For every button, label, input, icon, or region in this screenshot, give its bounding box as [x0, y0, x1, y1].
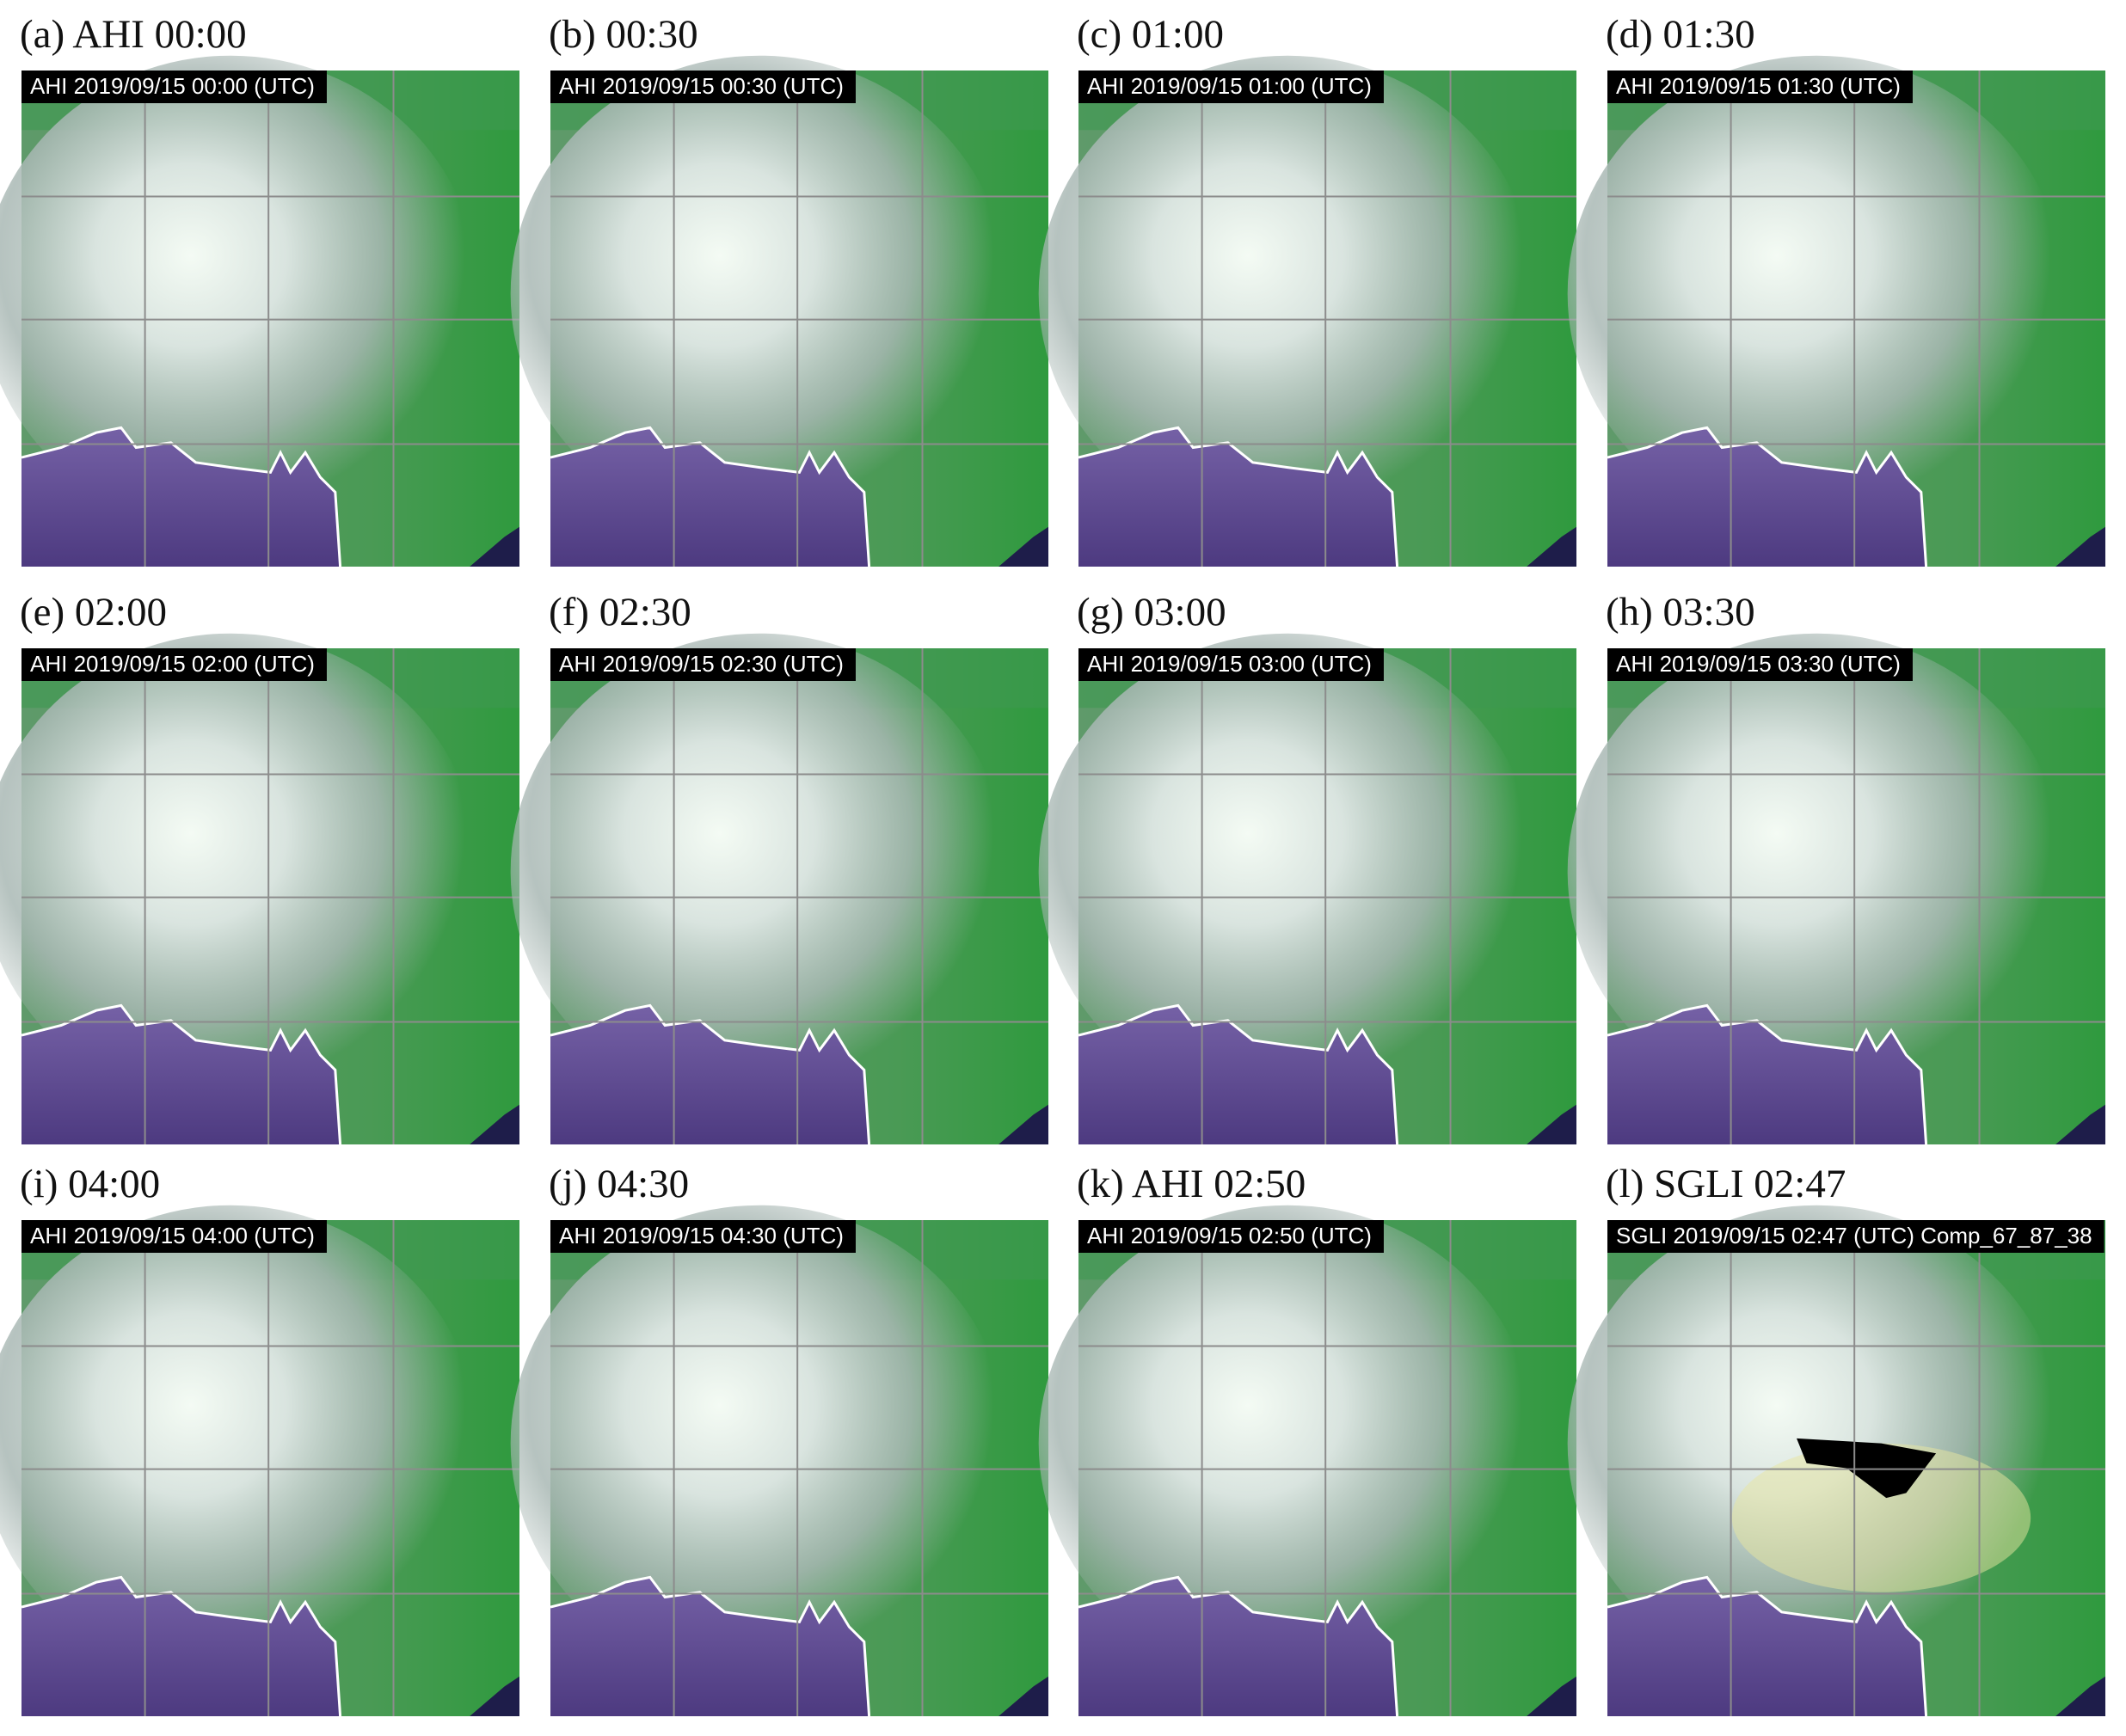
coastline	[1078, 426, 1399, 567]
satellite-image: AHI 2019/09/15 03:00 (UTC)	[1038, 633, 1576, 1145]
deep-sea	[470, 1676, 519, 1716]
deep-sea	[1527, 1104, 1576, 1144]
satellite-image: SGLI 2019/09/15 02:47 (UTC) Comp_67_87_3…	[1567, 1205, 2105, 1717]
panel-label: (i) 04:00	[20, 1162, 160, 1206]
satellite-image: AHI 2019/09/15 01:00 (UTC)	[1038, 55, 1576, 567]
panel-label: (d) 01:30	[1606, 12, 1755, 57]
caption-bar	[550, 648, 856, 681]
sea	[550, 1577, 869, 1716]
caption-bar	[1078, 648, 1384, 681]
caption-bar	[1607, 1220, 2104, 1253]
cloud	[510, 55, 1009, 532]
caption: SGLI 2019/09/15 02:47 (UTC) Comp_67_87_3…	[1616, 1223, 2092, 1248]
deep-sea	[1527, 1676, 1576, 1716]
caption-bar	[1607, 71, 1913, 103]
deep-sea	[2055, 526, 2105, 567]
haze	[1731, 1443, 2031, 1592]
sea	[1078, 427, 1398, 567]
deep-sea	[470, 526, 519, 567]
coastline	[21, 426, 342, 567]
coastline	[1078, 1575, 1399, 1717]
panel-label: (e) 02:00	[20, 590, 167, 635]
sea	[550, 1005, 869, 1144]
panel-label: (f) 02:30	[549, 590, 691, 635]
panel-label: (g) 03:00	[1077, 590, 1226, 635]
satellite-image: AHI 2019/09/15 00:30 (UTC)	[510, 55, 1048, 567]
deep-sea	[998, 526, 1048, 567]
cloud	[510, 633, 1009, 1110]
mask	[1797, 1438, 1937, 1499]
sea	[1078, 1577, 1398, 1716]
caption-bar	[22, 1220, 327, 1253]
coastline	[1607, 1003, 1928, 1145]
coastline	[550, 1575, 871, 1717]
cloud	[1038, 55, 1537, 532]
sea	[22, 1005, 341, 1144]
caption: AHI 2019/09/15 01:00 (UTC)	[1087, 73, 1372, 99]
coastline	[550, 426, 871, 567]
caption: AHI 2019/09/15 04:30 (UTC)	[559, 1223, 844, 1248]
caption: AHI 2019/09/15 03:00 (UTC)	[1087, 651, 1372, 677]
cloud	[0, 55, 480, 532]
sea	[1607, 1005, 1926, 1144]
panel-label: (j) 04:30	[549, 1162, 689, 1206]
panel-label: (l) SGLI 02:47	[1606, 1162, 1846, 1206]
coastline	[21, 1575, 342, 1717]
caption: AHI 2019/09/15 02:50 (UTC)	[1087, 1223, 1372, 1248]
coastline	[1607, 426, 1928, 567]
satellite-image: AHI 2019/09/15 01:30 (UTC)	[1567, 55, 2105, 567]
caption: AHI 2019/09/15 02:30 (UTC)	[559, 651, 844, 677]
coastline	[21, 1003, 342, 1145]
caption: AHI 2019/09/15 00:00 (UTC)	[30, 73, 315, 99]
sea	[22, 427, 341, 567]
sea	[550, 427, 869, 567]
caption-bar	[550, 71, 856, 103]
satellite-image: AHI 2019/09/15 04:30 (UTC)	[510, 1205, 1048, 1717]
satellite-image: AHI 2019/09/15 04:00 (UTC)	[0, 1205, 519, 1717]
deep-sea	[998, 1676, 1048, 1716]
cloud	[0, 1205, 480, 1682]
satellite-image: AHI 2019/09/15 00:00 (UTC)	[0, 55, 519, 567]
panel-label: (c) 01:00	[1077, 12, 1224, 57]
sea	[1078, 1005, 1398, 1144]
caption: AHI 2019/09/15 01:30 (UTC)	[1616, 73, 1901, 99]
caption: AHI 2019/09/15 02:00 (UTC)	[30, 651, 315, 677]
coastline	[1078, 1003, 1399, 1145]
caption: AHI 2019/09/15 00:30 (UTC)	[559, 73, 844, 99]
cloud	[510, 1205, 1009, 1682]
caption-bar	[1607, 648, 1913, 681]
satellite-image: AHI 2019/09/15 02:00 (UTC)	[0, 633, 519, 1145]
deep-sea	[1527, 526, 1576, 567]
panel-label: (b) 00:30	[549, 12, 698, 57]
sea	[1607, 1577, 1926, 1716]
satellite-image: AHI 2019/09/15 03:30 (UTC)	[1567, 633, 2105, 1145]
coastline	[1607, 1575, 1928, 1717]
caption-bar	[1078, 1220, 1384, 1253]
caption-bar	[22, 71, 327, 103]
caption-bar	[550, 1220, 856, 1253]
deep-sea	[998, 1104, 1048, 1144]
caption: AHI 2019/09/15 03:30 (UTC)	[1616, 651, 1901, 677]
cloud	[1038, 633, 1537, 1110]
deep-sea	[2055, 1676, 2105, 1716]
panel-label: (k) AHI 02:50	[1077, 1162, 1306, 1206]
caption-bar	[1078, 71, 1384, 103]
caption: AHI 2019/09/15 04:00 (UTC)	[30, 1223, 315, 1248]
satellite-image: AHI 2019/09/15 02:30 (UTC)	[510, 633, 1048, 1145]
deep-sea	[470, 1104, 519, 1144]
cloud	[1567, 633, 2066, 1110]
panel-label: (a) AHI 00:00	[20, 12, 247, 57]
cloud	[0, 633, 480, 1110]
cloud	[1567, 55, 2066, 532]
panel-label: (h) 03:30	[1606, 590, 1755, 635]
sea	[22, 1577, 341, 1716]
cloud	[1038, 1205, 1537, 1682]
coastline	[550, 1003, 871, 1145]
deep-sea	[2055, 1104, 2105, 1144]
caption-bar	[22, 648, 327, 681]
satellite-image: AHI 2019/09/15 02:50 (UTC)	[1038, 1205, 1576, 1717]
sea	[1607, 427, 1926, 567]
